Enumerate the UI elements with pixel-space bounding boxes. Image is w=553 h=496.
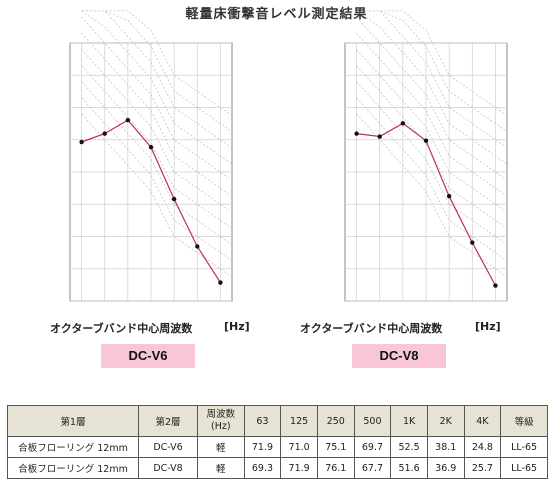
table-cell: 軽	[196, 436, 245, 458]
data-point	[102, 131, 107, 136]
table-cell: 軽	[196, 457, 245, 479]
reference-curve	[356, 10, 508, 165]
header-cell: 500	[353, 405, 392, 437]
reference-curve	[356, 10, 508, 132]
table-cell: 51.6	[390, 457, 428, 479]
data-point	[79, 139, 84, 145]
model-badge-dc-v8: DC-V8	[352, 344, 446, 368]
reference-curve	[81, 49, 233, 213]
data-point	[354, 131, 359, 136]
reference-curve	[81, 33, 233, 197]
header-cell: 周波数 (Hz)	[196, 405, 245, 437]
x-axis-title: オクターブバンド中心周波数	[50, 322, 193, 335]
reference-curve	[356, 97, 508, 261]
table-cell: 71.0	[280, 436, 318, 458]
table-cell: 69.7	[353, 436, 392, 458]
header-cell: 63	[243, 405, 282, 437]
data-point	[195, 244, 200, 249]
reference-curve	[356, 113, 508, 278]
data-point	[423, 138, 429, 143]
header-cell: 125	[280, 405, 318, 437]
reference-curve	[81, 97, 233, 261]
results-table: 第1層 第2層 周波数 (Hz) 63 125 250 500 1K 2K 4K…	[6, 405, 548, 479]
data-point	[446, 193, 452, 199]
x-axis-unit: [Hz]	[475, 320, 501, 333]
chart-dc-v6	[0, 0, 233, 320]
reference-curve	[81, 113, 233, 278]
reference-curve	[81, 81, 233, 245]
table-cell: 71.9	[280, 457, 318, 479]
reference-curve	[81, 10, 233, 132]
table-cell: 合板フローリング 12mm	[6, 457, 140, 479]
header-cell: 第1層	[6, 405, 140, 437]
table-cell: 25.7	[463, 457, 502, 479]
reference-curve	[356, 65, 508, 229]
reference-curve	[81, 65, 233, 229]
header-cell: 250	[316, 405, 355, 437]
left-margin	[0, 0, 69, 320]
data-point	[400, 121, 406, 126]
table-cell: 76.1	[316, 457, 355, 479]
reference-curve	[81, 10, 233, 165]
chart-dc-v8	[275, 0, 508, 320]
table-row: 合板フローリング 12mm DC-V8 軽 69.3 71.9 76.1 67.…	[6, 457, 548, 479]
header-cell: 2K	[426, 405, 465, 437]
x-axis-unit: [Hz]	[224, 320, 250, 333]
data-point	[377, 134, 382, 139]
data-point	[171, 196, 177, 202]
data-point	[125, 117, 131, 123]
header-cell: 第2層	[138, 405, 198, 437]
table-cell: DC-V6	[138, 436, 198, 458]
reference-curve	[81, 10, 233, 116]
reference-curve	[356, 10, 508, 149]
table-cell: 38.1	[426, 436, 465, 458]
header-cell: 4K	[463, 405, 502, 437]
left-margin	[275, 0, 344, 320]
table-cell: 52.5	[390, 436, 428, 458]
x-axis-title: オクターブバンド中心周波数	[300, 322, 443, 335]
data-point	[148, 144, 154, 150]
reference-curve	[356, 49, 508, 213]
reference-curve	[81, 10, 233, 149]
reference-curve	[81, 16, 233, 181]
table-cell: LL-65	[500, 436, 548, 458]
table-cell: 75.1	[316, 436, 355, 458]
table-cell: LL-65	[500, 457, 548, 479]
reference-curve	[356, 81, 508, 245]
table-cell: DC-V8	[138, 457, 198, 479]
table-cell: 69.3	[243, 457, 282, 479]
model-badge-dc-v6: DC-V6	[101, 344, 195, 368]
table-cell: 合板フローリング 12mm	[6, 436, 140, 458]
data-point	[493, 283, 498, 288]
table-cell: 67.7	[353, 457, 392, 479]
data-point	[470, 240, 475, 245]
reference-curve	[356, 10, 508, 116]
table-cell: 24.8	[463, 436, 502, 458]
data-point	[218, 280, 223, 285]
table-cell: 71.9	[243, 436, 282, 458]
page-title: 軽量床衝撃音レベル測定結果	[185, 7, 368, 22]
table-cell: 36.9	[426, 457, 465, 479]
table-row: 合板フローリング 12mm DC-V6 軽 71.9 71.0 75.1 69.…	[6, 436, 548, 458]
reference-curve	[356, 33, 508, 197]
reference-curve	[356, 16, 508, 181]
header-cell: 等級	[500, 405, 548, 437]
table-header-row: 第1層 第2層 周波数 (Hz) 63 125 250 500 1K 2K 4K…	[6, 405, 548, 437]
header-cell: 1K	[390, 405, 428, 437]
